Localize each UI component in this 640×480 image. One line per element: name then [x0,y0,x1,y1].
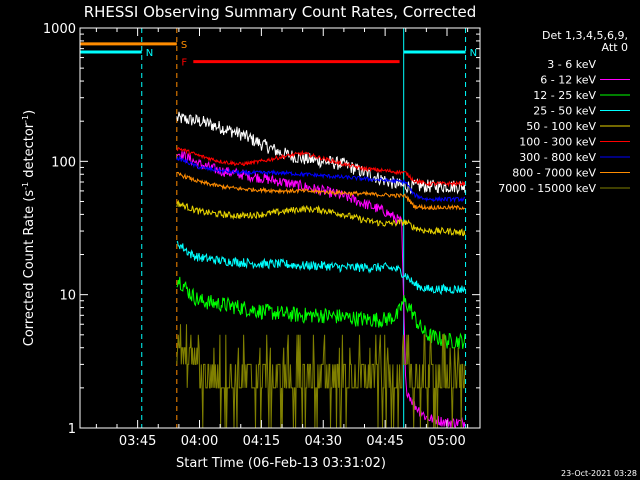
x-axis-label: Start Time (06-Feb-13 03:31:02) [176,456,386,471]
x-tick-label-3: 04:30 [305,434,342,449]
x-tick-label-0: 03:45 [119,434,156,449]
flag-label-S-0: S [181,40,187,51]
series-line-7000-15000-kev [176,324,466,429]
series-line-800-7000-kev [176,171,465,211]
chart-title: RHESSI Observing Summary Count Rates, Co… [84,3,477,21]
flag-label-N-2: N [470,48,477,59]
y-tick-label-2: 100 [51,155,76,170]
y-tick-label-0: 1 [68,422,76,437]
axes-frame [79,27,481,429]
series-line-50-100-kev [176,199,466,237]
legend-entry-label-7: 800 - 7000 keV [512,167,596,180]
y-tick-label-3: 1000 [43,22,76,37]
legend-header-line2: Att 0 [602,41,628,54]
flag-label-F-3: F [181,58,187,69]
legend-entry-label-5: 100 - 300 keV [519,136,596,149]
legend-entry-label-4: 50 - 100 keV [526,120,596,133]
x-tick-label-5: 05:00 [428,434,465,449]
x-tick-label-1: 04:00 [181,434,218,449]
legend-entry-label-2: 12 - 25 keV [533,89,596,102]
y-tick-label-1: 10 [59,289,76,304]
legend-entry-label-3: 25 - 50 keV [533,105,596,118]
series-line-25-50-kev [176,240,466,296]
legend-header-line1: Det 1,3,4,5,6,9, [542,29,628,42]
flag-label-N-1: N [146,48,153,59]
legend-entry-label-0: 3 - 6 keV [547,58,596,71]
legend-entry-label-6: 300 - 800 keV [519,151,596,164]
series-line-100-300-kev [176,147,466,188]
footer-timestamp: 23-Oct-2021 03:28 [561,469,637,478]
legend-entry-label-8: 7000 - 15000 keV [498,182,596,195]
y-axis-label: Corrected Count Rate (s-1 detector-1) [21,110,37,346]
series-line-12-25-kev [176,276,466,349]
x-tick-label-4: 04:45 [366,434,403,449]
plot-area: S N N F 03:45 04:00 04:15 04:30 04:45 05:00 1 10 100… [43,22,481,449]
x-tick-label-2: 04:15 [243,434,280,449]
series-line-3-6-kev [176,111,466,195]
legend-entry-label-1: 6 - 12 keV [540,74,596,87]
series-line-300-800-kev [176,156,466,204]
